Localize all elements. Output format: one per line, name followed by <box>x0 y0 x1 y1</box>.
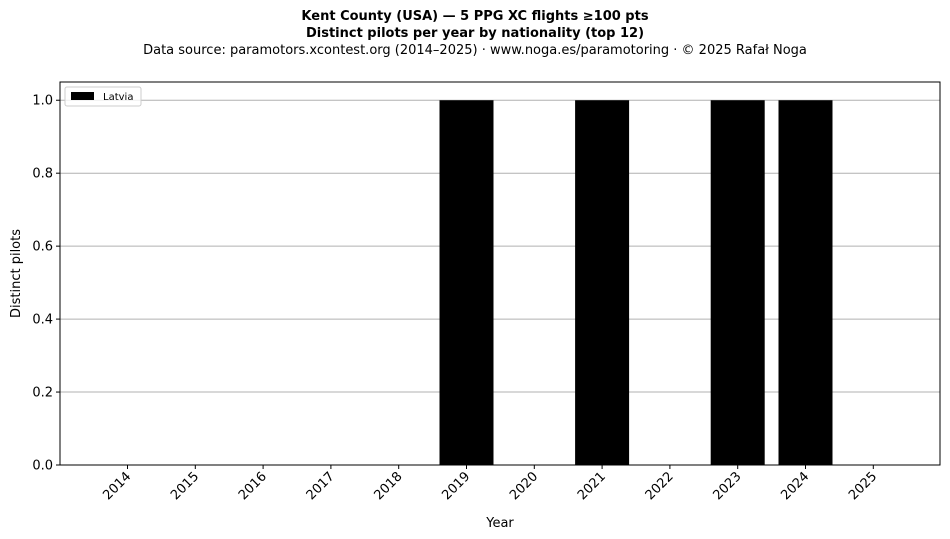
y-tick-label: 0.8 <box>32 167 53 182</box>
y-axis: 0.0 0.2 0.4 0.6 0.8 1.0 <box>32 94 60 474</box>
x-tick-label: 2014 <box>100 469 134 503</box>
plot-frame <box>59 81 941 466</box>
bars <box>439 100 833 465</box>
bar-latvia-2024 <box>778 100 833 465</box>
legend: Latvia <box>64 86 142 107</box>
y-axis-label: Distinct pilots <box>9 229 24 318</box>
bar-latvia-2019 <box>439 100 494 465</box>
legend-label-latvia: Latvia <box>103 92 133 103</box>
legend-box <box>64 86 142 107</box>
x-tick-label: 2017 <box>304 469 338 503</box>
legend-swatch <box>71 92 94 100</box>
y-tick-label: 0.4 <box>32 313 53 328</box>
x-tick-label: 2018 <box>372 469 406 503</box>
y-tick-label: 0.2 <box>32 386 53 401</box>
y-tick-label: 0.0 <box>32 459 53 474</box>
x-axis-label: Year <box>485 516 514 531</box>
bar-latvia-2023 <box>710 100 765 465</box>
x-tick-label: 2023 <box>711 469 745 503</box>
x-axis: 2014 2015 2016 2017 2018 2019 2020 2021 2022 2023… <box>100 465 880 503</box>
chart-subtitle: Data source: paramotors.xcontest.org (20… <box>143 43 807 58</box>
y-tick-label: 0.6 <box>32 240 53 255</box>
chart-title-line2: Distinct pilots per year by nationality … <box>305 26 645 41</box>
x-tick-label: 2015 <box>168 469 202 503</box>
x-tick-label: 2024 <box>778 469 812 503</box>
x-tick-label: 2016 <box>236 469 270 503</box>
chart-title: Kent County (USA) — 5 PPG XC flights ≥10… <box>301 9 649 24</box>
x-tick-label: 2022 <box>643 469 677 503</box>
x-tick-label: 2019 <box>439 469 473 503</box>
chart-title-block: Kent County (USA) — 5 PPG XC flights ≥10… <box>0 8 950 60</box>
bar-latvia-2021 <box>575 100 630 465</box>
x-tick-label: 2021 <box>575 469 609 503</box>
x-tick-label: 2020 <box>507 469 541 503</box>
y-tick-label: 1.0 <box>32 94 53 109</box>
x-tick-label: 2025 <box>846 469 880 503</box>
